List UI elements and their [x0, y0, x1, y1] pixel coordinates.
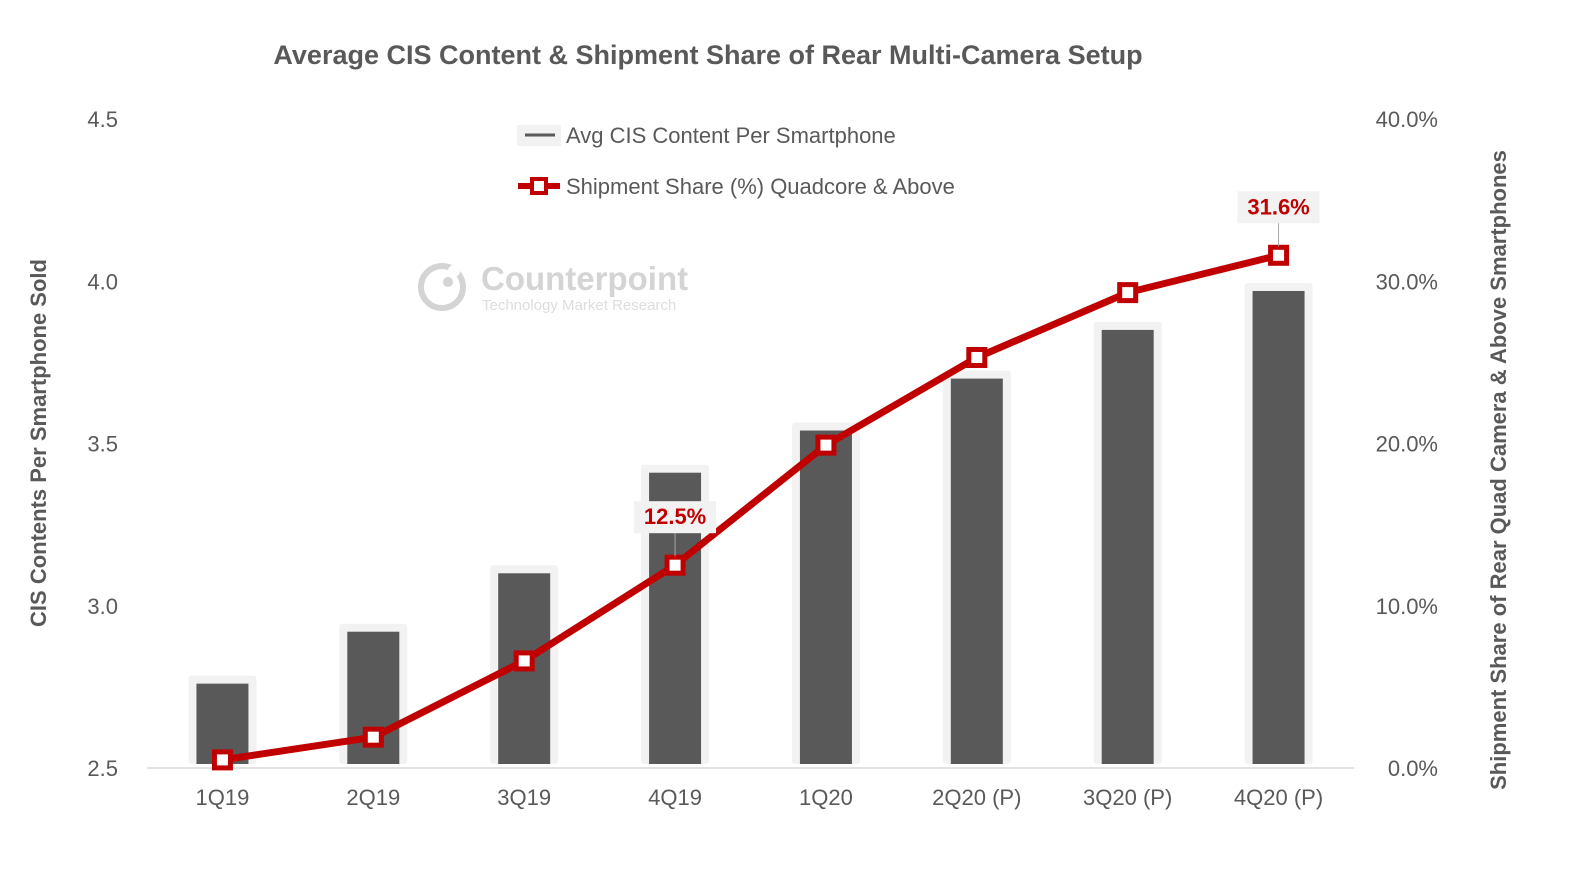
- legend-item-line: Shipment Share (%) Quadcore & Above: [518, 174, 955, 199]
- watermark: Counterpoint Technology Market Research: [418, 260, 688, 314]
- line-point: [211, 749, 233, 771]
- x-tick-label: 1Q19: [196, 785, 250, 810]
- bar: [1101, 329, 1154, 764]
- data-labels: 12.5% 31.6%: [634, 191, 1320, 557]
- x-axis-ticks: 1Q19 2Q19 3Q19 4Q19 1Q20 2Q20 (P) 3Q20 (P) 4Q20…: [196, 785, 1324, 810]
- data-label: 12.5%: [644, 504, 706, 529]
- left-axis-ticks: 2.5 3.0 3.5 4.0 4.5: [87, 107, 118, 781]
- left-tick-label: 4.5: [87, 107, 118, 132]
- watermark-brand: Counterpoint: [481, 260, 688, 297]
- x-tick-label: 3Q19: [497, 785, 551, 810]
- bar: [799, 430, 852, 764]
- legend-label-line: Shipment Share (%) Quadcore & Above: [566, 174, 955, 199]
- data-label-bg: [1237, 191, 1320, 224]
- counterpoint-logo-icon: [418, 263, 466, 311]
- left-tick-label: 3.0: [87, 594, 118, 619]
- line-point: [664, 554, 686, 576]
- x-tick-label: 4Q19: [648, 785, 702, 810]
- line-point: [513, 650, 535, 672]
- data-label: 31.6%: [1247, 194, 1309, 219]
- line-point: [966, 347, 988, 369]
- x-tick-label: 2Q19: [346, 785, 400, 810]
- legend-item-bar: Avg CIS Content Per Smartphone: [517, 123, 896, 148]
- right-tick-label: 40.0%: [1376, 107, 1438, 132]
- data-label-bg: [634, 501, 717, 534]
- right-tick-label: 10.0%: [1376, 594, 1438, 619]
- x-tick-label: 1Q20: [799, 785, 853, 810]
- line-path: [218, 251, 1283, 764]
- legend-label-bar: Avg CIS Content Per Smartphone: [566, 123, 896, 148]
- chart-title: Average CIS Content & Shipment Share of …: [273, 40, 1142, 70]
- x-tick-label: 3Q20 (P): [1083, 785, 1172, 810]
- watermark-tagline: Technology Market Research: [482, 297, 676, 314]
- legend-line-marker: [530, 177, 548, 195]
- line-point: [1268, 244, 1290, 266]
- x-tick-label: 2Q20 (P): [932, 785, 1021, 810]
- bar: [1252, 290, 1305, 764]
- left-tick-label: 3.5: [87, 432, 118, 457]
- line-series: [211, 244, 1290, 771]
- x-tick-label: 4Q20 (P): [1234, 785, 1323, 810]
- legend: Avg CIS Content Per Smartphone Shipment …: [517, 123, 955, 199]
- right-axis-ticks: 0.0% 10.0% 20.0% 30.0% 40.0%: [1376, 107, 1438, 781]
- right-axis-title: Shipment Share of Rear Quad Camera & Abo…: [1486, 150, 1511, 790]
- line-point: [362, 726, 384, 748]
- left-tick-label: 4.0: [87, 269, 118, 294]
- bar-series: [188, 282, 1313, 764]
- line-point: [815, 434, 837, 456]
- right-tick-label: 20.0%: [1376, 432, 1438, 457]
- right-tick-label: 30.0%: [1376, 269, 1438, 294]
- left-axis-title: CIS Contents Per Smartphone Sold: [26, 259, 51, 627]
- right-tick-label: 0.0%: [1388, 756, 1438, 781]
- left-tick-label: 2.5: [87, 756, 118, 781]
- bar: [950, 378, 1003, 764]
- line-point: [1117, 282, 1139, 304]
